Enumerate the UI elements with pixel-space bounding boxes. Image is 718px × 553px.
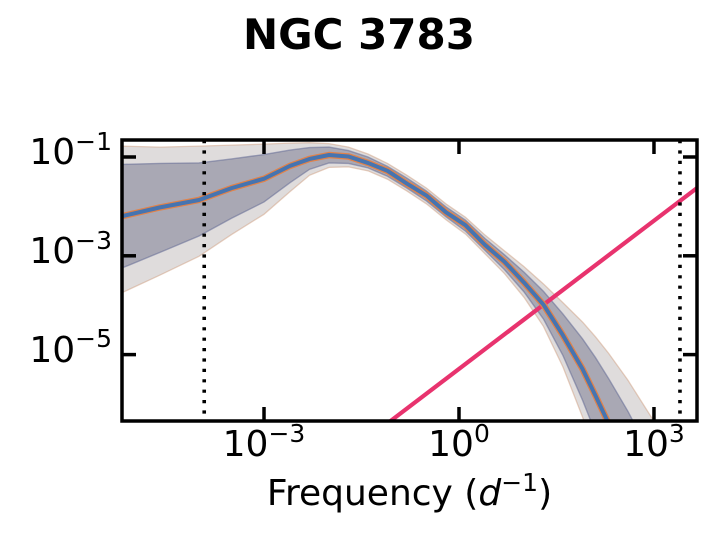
psd-inner-band [122, 146, 634, 421]
psd-median-line [122, 153, 610, 421]
x-axis-label: Frequency (d−1) [122, 470, 697, 514]
x-tick-label-exponent: 0 [473, 418, 490, 448]
x-tick-label: 10−3 [194, 421, 334, 465]
x-axis-label-text: Frequency ( [266, 473, 479, 514]
y-tick-label: 10−1 [0, 129, 112, 173]
y-tick-label-base: 10 [29, 230, 76, 272]
x-tick-label-exponent: −3 [268, 418, 306, 448]
x-tick-label: 103 [584, 421, 718, 465]
y-tick-label-base: 10 [29, 131, 76, 173]
x-axis-label-suffix: ) [538, 473, 553, 514]
x-tick-label-exponent: 3 [668, 418, 685, 448]
y-tick-label-exponent: −1 [75, 126, 112, 156]
x-tick-label: 100 [389, 421, 529, 465]
plot-contents [122, 140, 697, 421]
y-tick-label: 10−5 [0, 326, 112, 371]
x-axis-label-exponent: −1 [501, 467, 539, 497]
plot-frame [120, 138, 699, 423]
y-tick-label-exponent: −5 [75, 324, 112, 354]
y-tick-label-base: 10 [29, 329, 76, 371]
chart-title: NGC 3783 [243, 10, 475, 59]
y-tick-label: 10−3 [0, 228, 112, 272]
x-tick-label-base: 10 [222, 424, 269, 465]
x-axis-label-variable: d [478, 473, 502, 514]
y-tick-label-exponent: −3 [75, 225, 112, 255]
x-tick-label-base: 10 [428, 424, 474, 465]
x-tick-label-base: 10 [623, 424, 669, 465]
psd-outer-band [122, 142, 655, 421]
